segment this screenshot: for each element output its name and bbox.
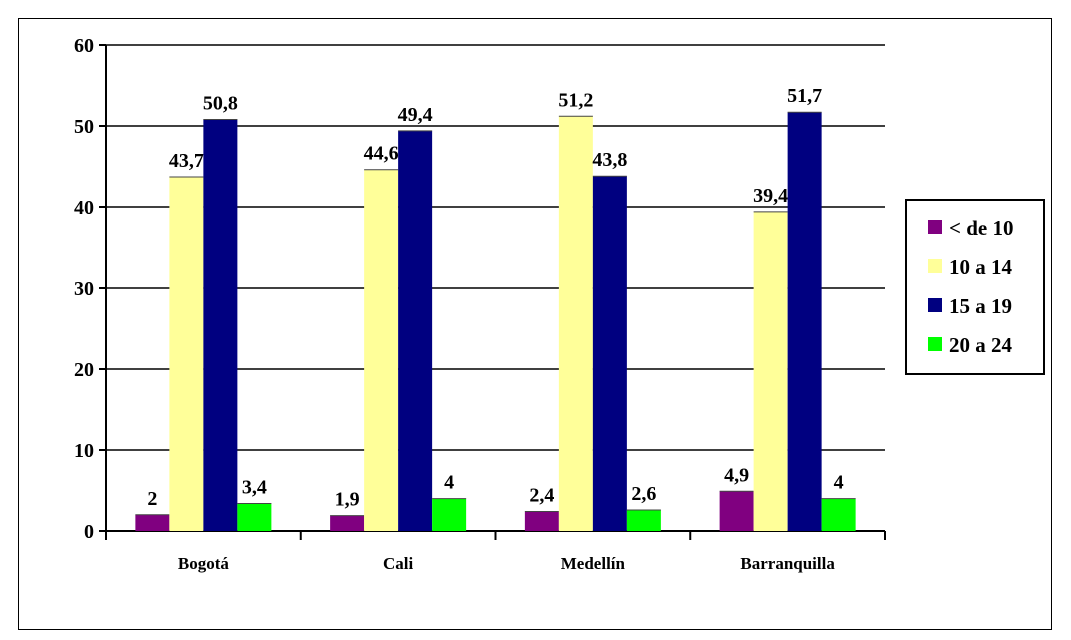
category-label: Cali [383,554,414,573]
bar [364,169,399,532]
bar [237,503,272,531]
y-tick-label: 50 [74,116,94,138]
y-tick-label: 40 [74,197,94,219]
category-label: Bogotá [178,554,230,573]
data-label: 3,4 [242,476,267,498]
bar [135,514,170,531]
category-label: Barranquilla [740,554,835,573]
data-label: 39,4 [753,185,788,207]
bar [524,511,559,531]
legend-swatch [928,337,942,351]
data-label: 44,6 [364,143,399,165]
data-label: 49,4 [398,104,433,126]
legend-swatch [928,298,942,312]
bar [787,112,822,531]
bar [169,177,204,531]
y-tick-label: 10 [74,440,94,462]
bar [330,515,365,531]
legend-swatch [928,220,942,234]
data-label: 2 [147,488,157,510]
bar [558,116,593,531]
category-label: Medellín [561,554,626,573]
data-label: 43,7 [169,150,204,172]
legend-swatch [928,259,942,273]
legend-label: < de 10 [949,216,1013,240]
legend-label: 15 a 19 [949,294,1012,318]
bar [719,491,754,531]
data-label: 51,7 [787,85,822,107]
bar [626,509,661,531]
data-label: 4 [444,472,454,494]
data-label: 2,6 [631,483,656,505]
y-tick-label: 60 [74,35,94,57]
data-label: 4,9 [724,464,749,486]
y-tick-label: 30 [74,278,94,300]
data-label: 2,4 [529,485,554,507]
legend-label: 20 a 24 [949,333,1013,357]
bar [821,498,856,531]
legend-label: 10 a 14 [949,255,1013,279]
bar [203,119,238,532]
bar [592,176,627,531]
bar [432,498,467,531]
bar [398,130,433,532]
bar [753,211,788,532]
data-label: 43,8 [592,149,627,171]
y-tick-label: 0 [84,521,94,543]
data-label: 1,9 [335,489,360,511]
data-label: 4 [834,472,844,494]
data-label: 50,8 [203,93,238,115]
data-label: 51,2 [558,89,593,111]
y-tick-label: 20 [74,359,94,381]
